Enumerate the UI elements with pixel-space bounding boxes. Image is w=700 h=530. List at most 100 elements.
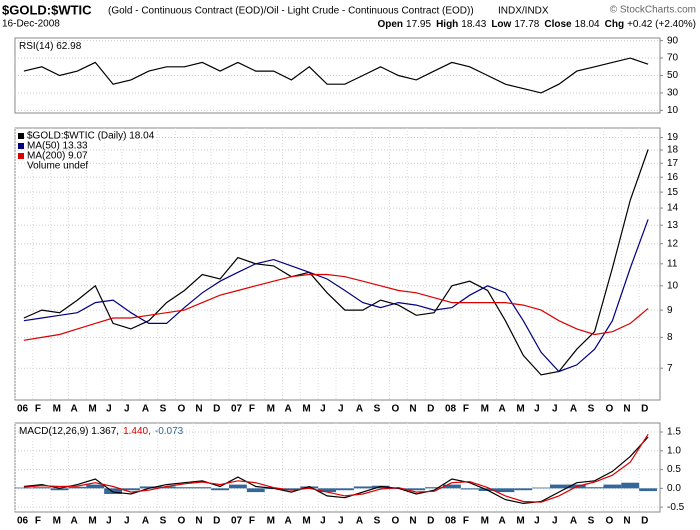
x-tick-label: N (195, 516, 202, 527)
legend-entry: -0.073 (155, 426, 184, 437)
x-tick-label: 07 (231, 516, 243, 527)
quote-label: Close (544, 19, 572, 30)
histogram-bar (336, 488, 354, 491)
histogram-bar (496, 488, 515, 493)
x-tick-label: J (552, 516, 558, 527)
y-tick-label: 19 (667, 132, 679, 143)
histogram-bar (139, 486, 158, 489)
x-tick-label: D (427, 404, 434, 415)
legend-entry: MA(200) 9.07 (27, 151, 88, 162)
y-tick-label: 1.5 (667, 427, 681, 438)
x-tick-label: S (374, 516, 381, 527)
histogram-bar (443, 484, 461, 489)
x-tick-label: M (53, 404, 61, 415)
x-tick-label: J (338, 404, 344, 415)
x-tick-label: O (606, 404, 614, 415)
y-tick-label: 7 (667, 363, 673, 374)
y-tick-label: 9 (667, 305, 673, 316)
x-tick-label: O (392, 404, 400, 415)
x-tick-label: 08 (445, 404, 457, 415)
x-tick-label: O (606, 516, 614, 527)
x-tick-label: A (71, 516, 78, 527)
histogram-bar (50, 488, 69, 491)
histogram-bar (425, 487, 443, 489)
histogram-bar (246, 488, 265, 493)
x-tick-label: S (374, 404, 381, 415)
x-tick-label: 06 (17, 516, 29, 527)
description: (Gold - Continuous Contract (EOD)/Oil - … (108, 6, 474, 17)
y-tick-label: 0.0 (667, 483, 681, 494)
x-tick-label: 06 (17, 404, 29, 415)
legend-entry: $GOLD:$WTIC (Daily) 18.04 (27, 131, 155, 142)
y-tick-label: 10 (667, 105, 679, 116)
legend: MACD(12,26,9) 1.367, 1.440, -0.073 (19, 426, 184, 437)
histogram-bar (86, 484, 105, 489)
legend-entry: 1.440, (123, 426, 151, 437)
x-tick-label: A (356, 516, 363, 527)
histogram-bar (175, 487, 194, 489)
x-tick-label: J (320, 516, 326, 527)
y-tick-label: 16 (667, 172, 679, 183)
quote-label: Low (491, 19, 511, 30)
x-tick-label: O (178, 516, 186, 527)
x-tick-label: N (409, 404, 416, 415)
x-tick-label: M (88, 516, 96, 527)
quote-label: Chg (605, 19, 624, 30)
y-tick-label: 12 (667, 238, 679, 249)
x-tick-label: S (160, 516, 167, 527)
x-tick-label: J (124, 516, 130, 527)
histogram-bar (15, 487, 33, 489)
histogram-bar (585, 487, 604, 489)
x-tick-label: A (570, 404, 577, 415)
x-tick-label: D (641, 404, 648, 415)
x-tick-label: J (534, 516, 540, 527)
y-tick-label: 11 (667, 258, 678, 269)
legend-swatch (18, 153, 24, 159)
x-tick-label: F (35, 516, 41, 527)
histogram-bar (407, 488, 426, 491)
x-tick-label: J (106, 516, 112, 527)
date: 16-Dec-2008 (2, 19, 60, 30)
histogram-bar (639, 488, 657, 492)
histogram-bar (532, 487, 550, 489)
legend-entry: MACD(12,26,9) 1.367, (19, 426, 119, 437)
y-tick-label: 30 (667, 88, 679, 99)
quote-value: 17.95 (406, 19, 431, 30)
x-tick-label: J (124, 404, 130, 415)
x-tick-label: M (516, 404, 524, 415)
x-tick-label: N (195, 404, 202, 415)
legend-extra: Volume undef (27, 161, 88, 172)
quote-value: 18.04 (575, 19, 600, 30)
y-tick-label: 18 (667, 145, 679, 156)
x-tick-label: D (213, 404, 220, 415)
x-tick-label: O (178, 404, 186, 415)
histogram-bar (318, 488, 336, 493)
y-tick-label: 50 (667, 70, 679, 81)
x-tick-label: S (588, 404, 595, 415)
x-tick-label: S (588, 516, 595, 527)
histogram-bar (514, 488, 533, 491)
histogram-bar (460, 488, 479, 490)
histogram-bar (229, 484, 247, 489)
x-tick-label: M (53, 516, 61, 527)
x-tick-label: M (481, 404, 489, 415)
x-tick-label: 07 (231, 404, 243, 415)
x-tick-label: N (623, 404, 630, 415)
series-line (23, 273, 649, 341)
x-tick-label: D (213, 516, 220, 527)
quote-value: 18.43 (461, 19, 486, 30)
x-tick-label: M (267, 404, 275, 415)
x-tick-label: A (499, 404, 506, 415)
x-tick-label: A (356, 404, 363, 415)
quote-value: +0.42 (+2.40%) (627, 19, 696, 30)
x-tick-label: A (71, 404, 78, 415)
x-tick-label: A (570, 516, 577, 527)
x-tick-label: M (88, 404, 96, 415)
legend-entry: RSI(14) 62.98 (19, 41, 82, 52)
x-tick-label: M (481, 516, 489, 527)
histogram-bar (32, 487, 51, 489)
y-tick-label: 8 (667, 332, 673, 343)
x-tick-label: D (427, 516, 434, 527)
x-tick-label: M (267, 516, 275, 527)
